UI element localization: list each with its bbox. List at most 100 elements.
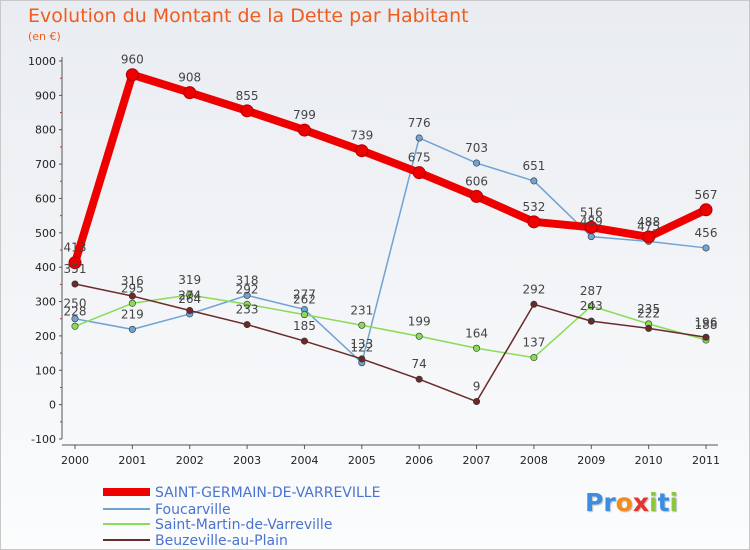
data-point	[183, 86, 197, 100]
data-point	[355, 144, 369, 158]
data-point	[297, 123, 311, 137]
data-point	[645, 324, 653, 332]
data-point	[128, 299, 136, 307]
series-line-3	[74, 283, 707, 403]
data-label: 351	[64, 262, 87, 276]
logo-letter: o	[615, 488, 633, 517]
x-tick-label: 2000	[61, 454, 89, 467]
data-label: 243	[580, 299, 603, 313]
data-point	[243, 291, 251, 299]
logo-letter: x	[632, 488, 649, 517]
proxiti-logo: Proxiti	[585, 488, 678, 517]
data-point	[240, 104, 254, 118]
data-point	[530, 300, 538, 308]
data-label: 188	[695, 318, 718, 332]
series-line-1	[74, 137, 707, 364]
y-tick-label: 400	[35, 261, 56, 274]
data-label: 675	[408, 151, 431, 165]
data-point	[358, 321, 366, 329]
data-point	[412, 166, 426, 180]
data-label: 262	[293, 293, 316, 307]
x-tick-label: 2004	[290, 454, 318, 467]
data-label: 318	[236, 273, 259, 287]
x-tick-label: 2002	[176, 454, 204, 467]
data-point	[702, 244, 710, 252]
data-label: 133	[350, 337, 373, 351]
data-point	[530, 354, 538, 362]
data-point	[71, 315, 79, 323]
y-tick-label: 300	[35, 296, 56, 309]
data-label: 264	[178, 292, 201, 306]
data-label: 122	[350, 341, 373, 355]
data-point	[470, 189, 484, 203]
data-label: 292	[522, 282, 545, 296]
y-tick-label: 600	[35, 192, 56, 205]
data-label: 287	[580, 284, 603, 298]
data-label: 228	[64, 304, 87, 318]
data-label: 277	[293, 287, 316, 301]
logo-letter: t	[657, 488, 670, 517]
data-point	[71, 280, 79, 288]
data-label: 475	[637, 219, 660, 233]
y-tick-label: -100	[31, 433, 56, 446]
data-label: 222	[637, 306, 660, 320]
y-tick-label: 900	[35, 89, 56, 102]
data-point	[358, 355, 366, 363]
data-point	[702, 333, 710, 341]
x-tick-label: 2011	[692, 454, 720, 467]
data-point	[125, 68, 139, 82]
data-label: 776	[408, 116, 431, 130]
logo-letter: i	[669, 488, 679, 517]
data-point	[128, 325, 136, 333]
data-label: 319	[178, 273, 201, 287]
data-point	[415, 332, 423, 340]
data-label: 250	[64, 297, 87, 311]
series-line-0	[71, 70, 710, 267]
data-label: 908	[178, 71, 201, 85]
data-point	[68, 256, 82, 270]
data-point	[243, 321, 251, 329]
data-point	[584, 220, 598, 234]
x-tick-label: 2003	[233, 454, 261, 467]
data-label: 489	[580, 215, 603, 229]
data-label: 295	[121, 281, 144, 295]
legend-label: Saint-Martin-de-Varreville	[155, 517, 332, 533]
data-label: 235	[637, 302, 660, 316]
data-label: 567	[695, 188, 718, 202]
logo-letter: P	[585, 488, 604, 517]
data-point	[530, 177, 538, 185]
x-tick-label: 2006	[405, 454, 433, 467]
legend-label: SAINT-GERMAIN-DE-VARREVILLE	[155, 485, 380, 501]
data-label: 316	[121, 274, 144, 288]
data-label: 516	[580, 205, 603, 219]
data-label: 799	[293, 108, 316, 122]
data-label: 651	[522, 159, 545, 173]
y-tick-label: 1000	[28, 55, 56, 68]
data-point	[300, 311, 308, 319]
data-point	[587, 317, 595, 325]
chart-subtitle: (en €)	[28, 30, 61, 43]
data-label: 231	[350, 303, 373, 317]
data-label: 233	[236, 303, 259, 317]
data-label: 606	[465, 174, 488, 188]
data-label: 164	[465, 326, 488, 340]
data-point	[186, 306, 194, 314]
data-point	[587, 302, 595, 310]
x-tick-label: 2008	[520, 454, 548, 467]
y-tick-label: 0	[49, 399, 56, 412]
data-label: 739	[350, 129, 373, 143]
x-tick-label: 2009	[577, 454, 605, 467]
data-point	[473, 398, 481, 406]
data-point	[128, 292, 136, 300]
data-point	[699, 203, 713, 217]
data-point	[473, 344, 481, 352]
data-label: 855	[236, 89, 259, 103]
data-label: 456	[695, 226, 718, 240]
data-label: 413	[64, 241, 87, 255]
logo-letter: i	[649, 488, 658, 517]
y-tick-label: 800	[35, 124, 56, 137]
data-label: 74	[412, 357, 427, 371]
y-tick-label: 200	[35, 330, 56, 343]
x-tick-label: 2007	[463, 454, 491, 467]
data-label: 292	[236, 282, 259, 296]
